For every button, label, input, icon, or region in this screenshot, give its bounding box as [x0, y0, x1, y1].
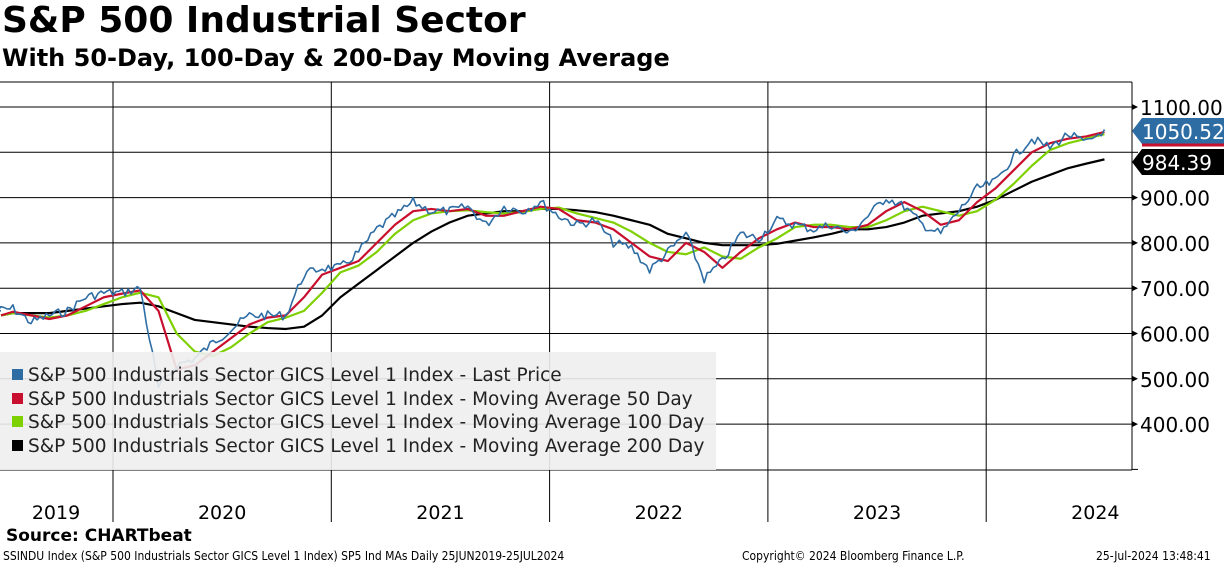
y-tick-mark [1132, 421, 1138, 428]
y-tick-label: 900.00 [1140, 187, 1210, 211]
y-tick-mark [1132, 194, 1138, 201]
last-price-tag-bg [1132, 118, 1224, 144]
footer-description: SSINDU Index (S&P 500 Industrials Sector… [3, 549, 565, 563]
source-label: Source: CHARTbeat [6, 526, 192, 546]
legend-label: S&P 500 Industrials Sector GICS Level 1 … [28, 389, 693, 410]
legend-swatch [12, 369, 23, 380]
legend-label: S&P 500 Industrials Sector GICS Level 1 … [28, 412, 705, 433]
x-tick-label: 2024 [1071, 502, 1119, 524]
series-line [0, 158, 1105, 331]
x-tick-label: 2019 [32, 502, 80, 524]
last-price-tag: 1050.52 [1142, 120, 1224, 144]
chart-subtitle: With 50-Day, 100-Day & 200-Day Moving Av… [2, 44, 670, 72]
legend-item-ma200: S&P 500 Industrials Sector GICS Level 1 … [12, 436, 704, 457]
chart-title: S&P 500 Industrial Sector [2, 0, 526, 41]
legend-item-price: S&P 500 Industrials Sector GICS Level 1 … [12, 365, 562, 386]
x-tick-label: 2020 [198, 502, 246, 524]
y-tick-mark [1132, 375, 1138, 382]
ma200-tag: 984.39 [1142, 151, 1212, 175]
y-tick-label: 500.00 [1140, 368, 1210, 392]
y-tick-mark [1132, 239, 1138, 246]
y-tick-label: 600.00 [1140, 323, 1210, 347]
legend-swatch [12, 440, 23, 451]
footer-copyright: Copyright© 2024 Bloomberg Finance L.P. [742, 549, 965, 563]
x-tick-label: 2022 [635, 502, 683, 524]
y-tick-label: 800.00 [1140, 232, 1210, 256]
y-tick-mark [1132, 330, 1138, 337]
series-line [0, 133, 1105, 358]
y-tick-mark [1132, 104, 1138, 110]
y-tick-label: 1100.00 [1140, 96, 1223, 120]
legend-swatch [12, 416, 23, 427]
legend: S&P 500 Industrials Sector GICS Level 1 … [0, 352, 716, 470]
series-line [0, 130, 1105, 371]
legend-swatch [12, 393, 23, 404]
ma200-tag-bg [1132, 149, 1224, 175]
y-tick-label: 400.00 [1140, 413, 1210, 437]
y-tick-mark [1132, 285, 1138, 292]
footer-timestamp: 25-Jul-2024 13:48:41 [1096, 549, 1211, 563]
legend-label: S&P 500 Industrials Sector GICS Level 1 … [28, 436, 705, 457]
legend-label: S&P 500 Industrials Sector GICS Level 1 … [28, 365, 562, 386]
x-tick-label: 2021 [416, 502, 464, 524]
series-line [0, 129, 1106, 389]
x-tick-label: 2023 [853, 502, 901, 524]
legend-item-ma100: S&P 500 Industrials Sector GICS Level 1 … [12, 412, 704, 433]
legend-item-ma50: S&P 500 Industrials Sector GICS Level 1 … [12, 389, 693, 410]
y-tick-label: 700.00 [1140, 277, 1210, 301]
